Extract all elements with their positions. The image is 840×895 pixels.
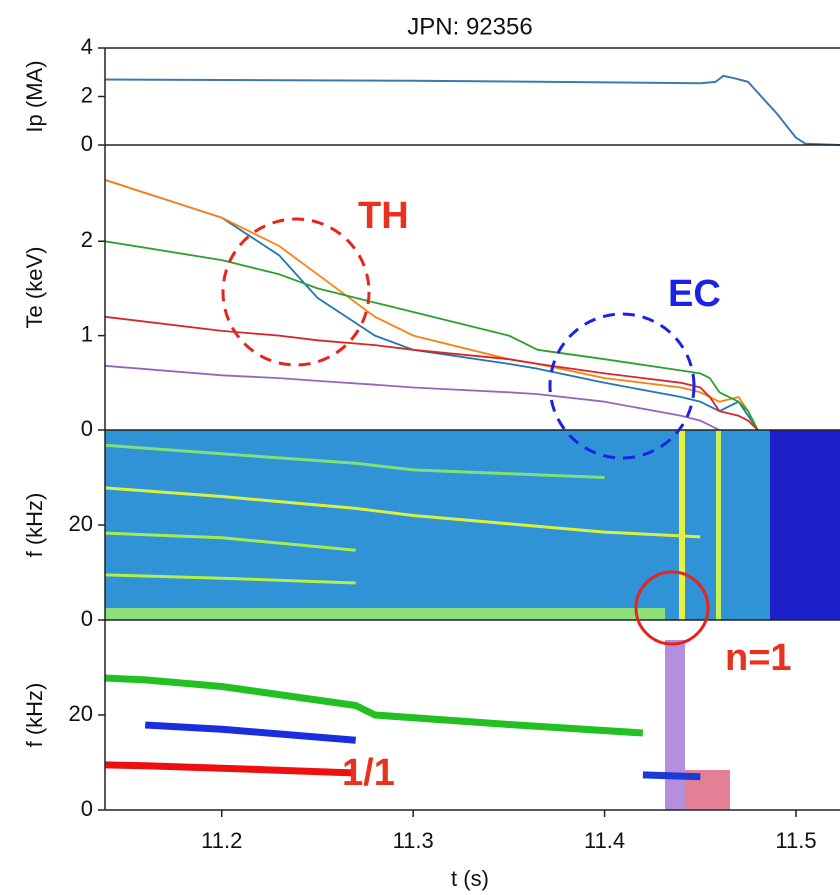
y-tick-label: 0 [81,416,93,441]
y-tick-label: 1 [81,321,93,346]
annotation: n=1 [725,637,792,679]
y-tick-label: 0 [81,131,93,156]
annotation: TH [358,195,409,237]
highlight-circle [634,570,710,646]
data-line [104,179,759,431]
y-axis-label: Te (keV) [22,247,47,329]
spectrogram-band [679,430,685,620]
y-tick-label: 20 [69,511,93,536]
data-line [642,771,701,781]
data-line [104,364,720,431]
y-tick-label: 0 [81,606,93,631]
y-axis-label: Ip (MA) [22,60,47,132]
data-line [104,674,644,737]
spectrogram-background [770,430,840,620]
data-line [104,74,840,146]
data-line [104,443,605,479]
x-tick-label: 11.3 [393,828,434,853]
y-tick-label: 4 [81,34,93,59]
y-tick-label: 0 [81,796,93,821]
highlight-circle [548,312,696,460]
x-tick-label: 11.5 [775,828,816,853]
highlight-circle [221,217,371,367]
data-line [104,573,356,585]
data-line [104,486,701,539]
y-tick-label: 2 [81,82,93,107]
y-tick-label: 2 [81,227,93,252]
data-line [104,761,356,777]
data-line [104,531,356,552]
plot-area [104,74,840,781]
spectrogram-band [105,608,665,620]
data-line [145,721,356,744]
annotation: 1/1 [342,752,395,794]
y-axis-label: f (kHz) [22,683,47,748]
x-tick-label: 11.4 [584,828,625,853]
x-tick-label: 11.2 [201,828,242,853]
mode-burst [665,640,685,810]
y-tick-label: 20 [69,701,93,726]
y-axis-label: f (kHz) [22,493,47,558]
data-line [104,179,759,431]
data-line [104,240,759,431]
annotation: EC [668,273,721,315]
data-line [104,315,759,431]
chart-title: JPN: 92356 [407,13,532,40]
spectrogram-background [105,430,840,620]
x-axis-label: t (s) [451,866,489,891]
spectrogram-band [716,430,721,620]
